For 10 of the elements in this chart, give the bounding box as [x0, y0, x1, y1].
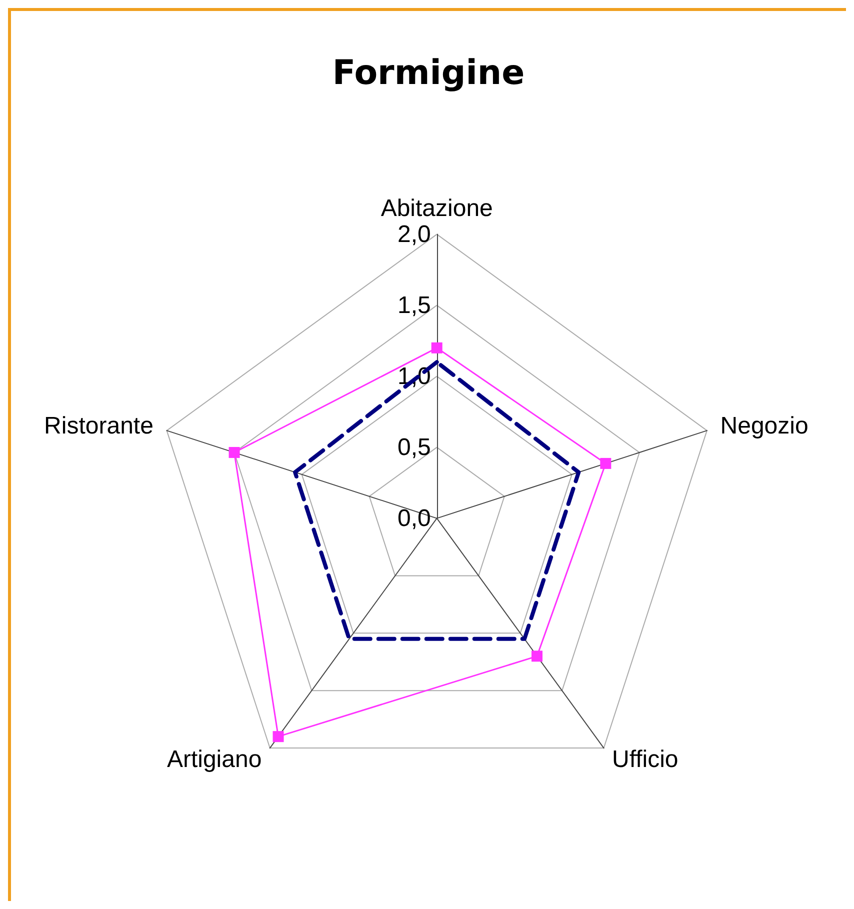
- chart-title: Formigine: [332, 53, 525, 93]
- spoke-label: Ufficio: [612, 746, 678, 773]
- y-tick-label: 2,0: [397, 220, 431, 248]
- spoke-label: Abitazione: [380, 194, 493, 222]
- y-tick-label: 0,0: [397, 504, 431, 532]
- spoke-label: Artigiano: [166, 746, 262, 773]
- y-tick-label: 0,5: [397, 434, 431, 461]
- y-tick-label: 1,5: [397, 292, 431, 319]
- spoke-label: Ristorante: [44, 412, 154, 440]
- spoke-label: Negozio: [720, 412, 808, 440]
